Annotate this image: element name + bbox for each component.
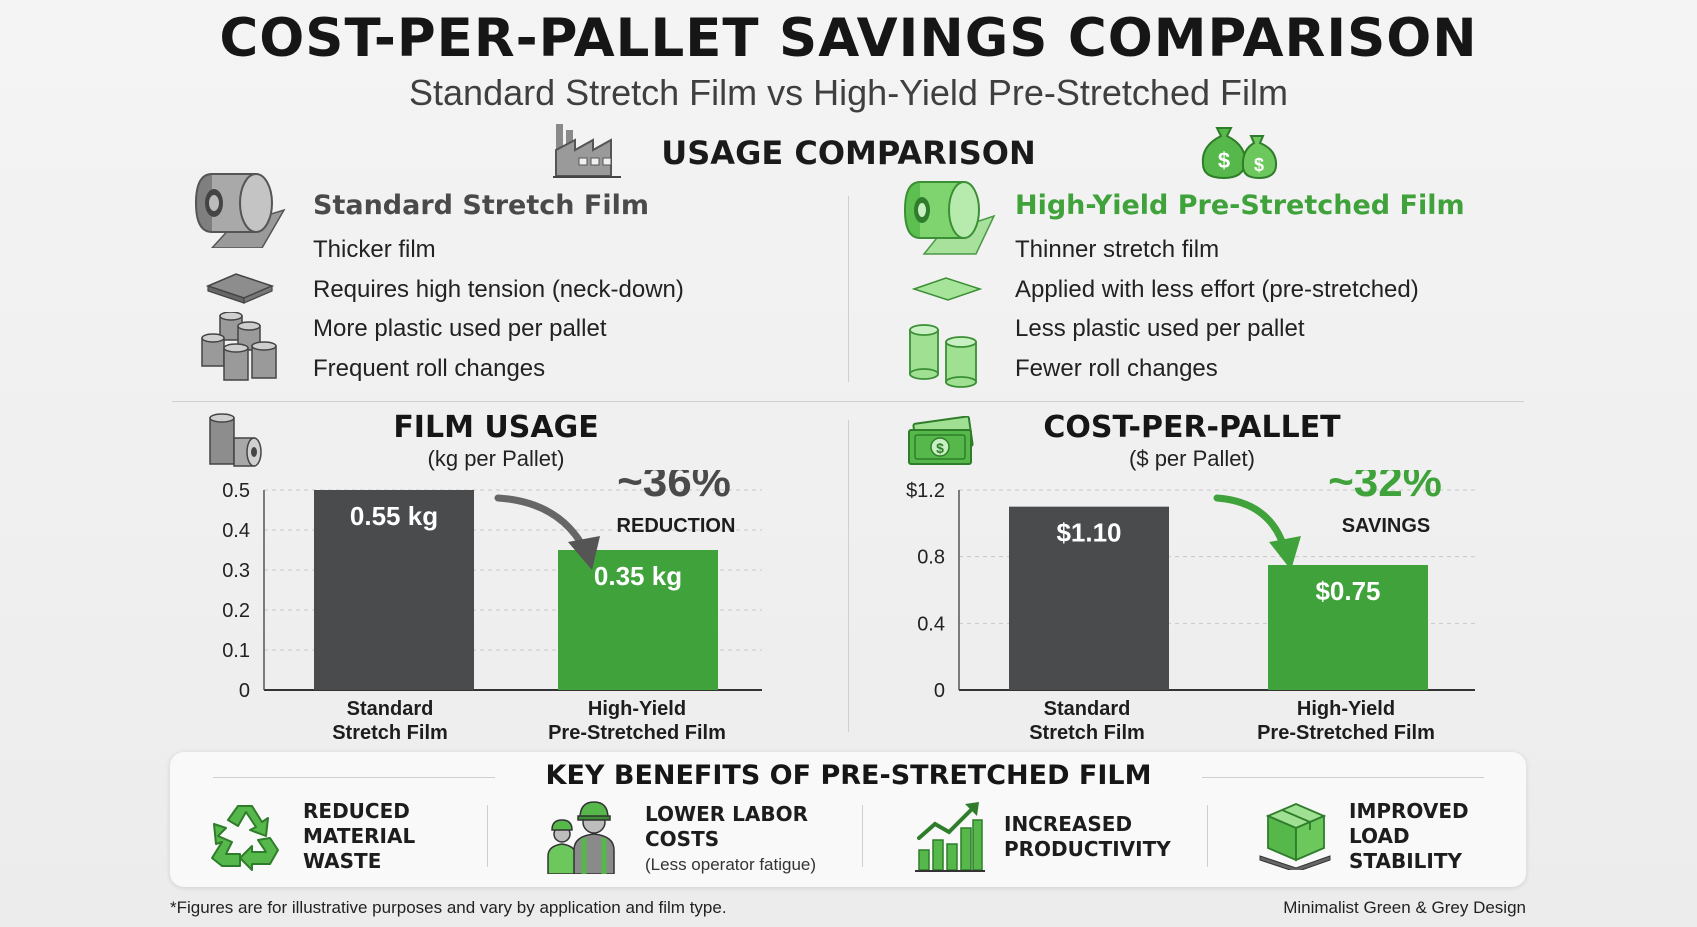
category-label-high-yield-line1: High-Yield [588, 698, 686, 720]
benefit-load-stability: IMPROVED LOAD STABILITY [1349, 799, 1469, 874]
benefit-3-line-2: PRODUCTIVITY [1004, 837, 1171, 861]
growth-chart-icon [915, 802, 985, 872]
green-film-roll-icon [903, 181, 996, 255]
bar-standard [314, 490, 474, 690]
reduction-value: ~36% [617, 470, 731, 506]
standard-feature-3: More plastic used per pallet [313, 315, 607, 342]
y-tick-label: 0.4 [917, 613, 945, 635]
benefit-3-line-1: INCREASED [1004, 812, 1133, 836]
benefits-rule-right [1202, 777, 1484, 778]
benefit-lower-labor: LOWER LABOR COSTS (Less operator fatigue… [645, 802, 816, 877]
money-bags-icon: $ $ [1201, 127, 1278, 180]
data-label-standard: $1.10 [1056, 518, 1121, 548]
benefit-2-line-2: COSTS [645, 827, 720, 851]
bar-high-yield [1268, 565, 1428, 690]
benefit-reduced-waste: REDUCED MATERIAL WASTE [303, 799, 415, 874]
pallet-box-icon [1259, 803, 1331, 870]
standard-feature-4: Frequent roll changes [313, 355, 546, 382]
cash-icon: $ [908, 416, 974, 465]
svg-text:$: $ [1218, 148, 1230, 173]
cost-per-pallet-chart: 0 0.4 0.8 $1.2 $1.10 $0.75 Standard Stretch… [906, 470, 1475, 744]
workers-icon [547, 801, 615, 874]
y-tick-label: 0.4 [222, 520, 250, 542]
y-tick-label: 0.3 [222, 560, 250, 582]
rolls-icon [209, 413, 262, 467]
benefit-increased-productivity: INCREASED PRODUCTIVITY [1004, 812, 1171, 862]
cost-chart-subtitle: ($ per Pallet) [1129, 446, 1255, 471]
usage-divider [848, 196, 849, 382]
benefit-separator-1 [487, 805, 488, 867]
reduction-arrow-head [568, 536, 600, 570]
benefits-heading: KEY BENEFITS OF PRE-STRETCHED FILM [545, 760, 1152, 791]
y-tick-label: 0 [934, 680, 945, 702]
cost-chart-title: COST-PER-PALLET [1043, 410, 1341, 445]
page-title: COST-PER-PALLET SAVINGS COMPARISON [219, 8, 1478, 69]
charts-divider [848, 420, 849, 732]
green-film-rolls-icon [909, 324, 977, 388]
bar-high-yield [558, 550, 718, 690]
benefit-1-line-2: MATERIAL [303, 824, 416, 848]
standard-film-title: Standard Stretch Film [313, 190, 649, 221]
data-label-high-yield: $0.75 [1315, 576, 1380, 606]
standard-feature-1: Thicker film [313, 236, 436, 263]
category-label-high-yield-line2: Pre-Stretched Film [1257, 722, 1435, 744]
benefit-4-line-2: LOAD [1349, 824, 1410, 848]
y-tick-label: 0.1 [222, 640, 250, 662]
category-label-standard-line2: Stretch Film [332, 722, 448, 744]
savings-arrow-head [1269, 536, 1301, 570]
benefit-4-line-1: IMPROVED [1349, 799, 1469, 823]
factory-icon [553, 124, 621, 178]
high-yield-film-title: High-Yield Pre-Stretched Film [1015, 190, 1465, 221]
page-subtitle: Standard Stretch Film vs High-Yield Pre-… [409, 72, 1288, 113]
benefits-rule-left [213, 777, 495, 778]
category-label-standard-line1: Standard [347, 698, 434, 720]
data-label-high-yield: 0.35 kg [594, 561, 682, 591]
category-label-standard-line1: Standard [1044, 698, 1131, 720]
standard-feature-2: Requires high tension (neck-down) [313, 276, 684, 303]
benefit-1-line-3: WASTE [303, 849, 382, 873]
design-credit: Minimalist Green & Grey Design [1283, 898, 1526, 917]
thin-film-sheet-icon [912, 277, 982, 301]
high-yield-feature-2: Applied with less effort (pre-stretched) [1015, 276, 1419, 303]
high-yield-feature-3: Less plastic used per pallet [1015, 315, 1305, 342]
savings-value: ~32% [1328, 470, 1442, 506]
high-yield-feature-4: Fewer roll changes [1015, 355, 1218, 382]
usage-comparison-heading: USAGE COMPARISON [661, 134, 1036, 172]
y-tick-label: $1.2 [906, 480, 945, 502]
y-tick-label: 0 [239, 680, 250, 702]
savings-label: SAVINGS [1342, 515, 1431, 537]
category-label-high-yield-line2: Pre-Stretched Film [548, 722, 726, 744]
benefit-2-line-1: LOWER LABOR [645, 802, 808, 826]
benefit-4-line-3: STABILITY [1349, 849, 1462, 873]
footnote: *Figures are for illustrative purposes a… [170, 898, 727, 917]
film-usage-chart-title: FILM USAGE [393, 410, 599, 445]
high-yield-feature-1: Thinner stretch film [1015, 236, 1220, 263]
benefit-1-line-1: REDUCED [303, 799, 410, 823]
benefit-separator-2 [862, 805, 863, 867]
benefit-separator-3 [1207, 805, 1208, 867]
bar-standard [1009, 506, 1169, 690]
y-tick-label: 0.2 [222, 600, 250, 622]
benefit-2-note: (Less operator fatigue) [645, 855, 817, 874]
film-roll-icon [194, 173, 286, 248]
thick-film-sheet-icon [206, 273, 274, 304]
section-divider [172, 401, 1524, 402]
recycle-icon [211, 805, 279, 871]
data-label-standard: 0.55 kg [350, 501, 438, 531]
film-usage-chart: 0 0.1 0.2 0.3 0.4 0.5 0.55 kg 0.35 kg Standar… [222, 470, 762, 744]
reduction-label: REDUCTION [617, 515, 736, 537]
y-tick-label: 0.8 [917, 547, 945, 569]
category-label-standard-line2: Stretch Film [1029, 722, 1145, 744]
category-label-high-yield-line1: High-Yield [1297, 698, 1395, 720]
film-rolls-stack-icon [201, 312, 277, 381]
svg-text:$: $ [1254, 155, 1264, 175]
y-tick-label: 0.5 [222, 480, 250, 502]
film-usage-chart-subtitle: (kg per Pallet) [427, 446, 565, 471]
svg-text:$: $ [936, 440, 944, 456]
